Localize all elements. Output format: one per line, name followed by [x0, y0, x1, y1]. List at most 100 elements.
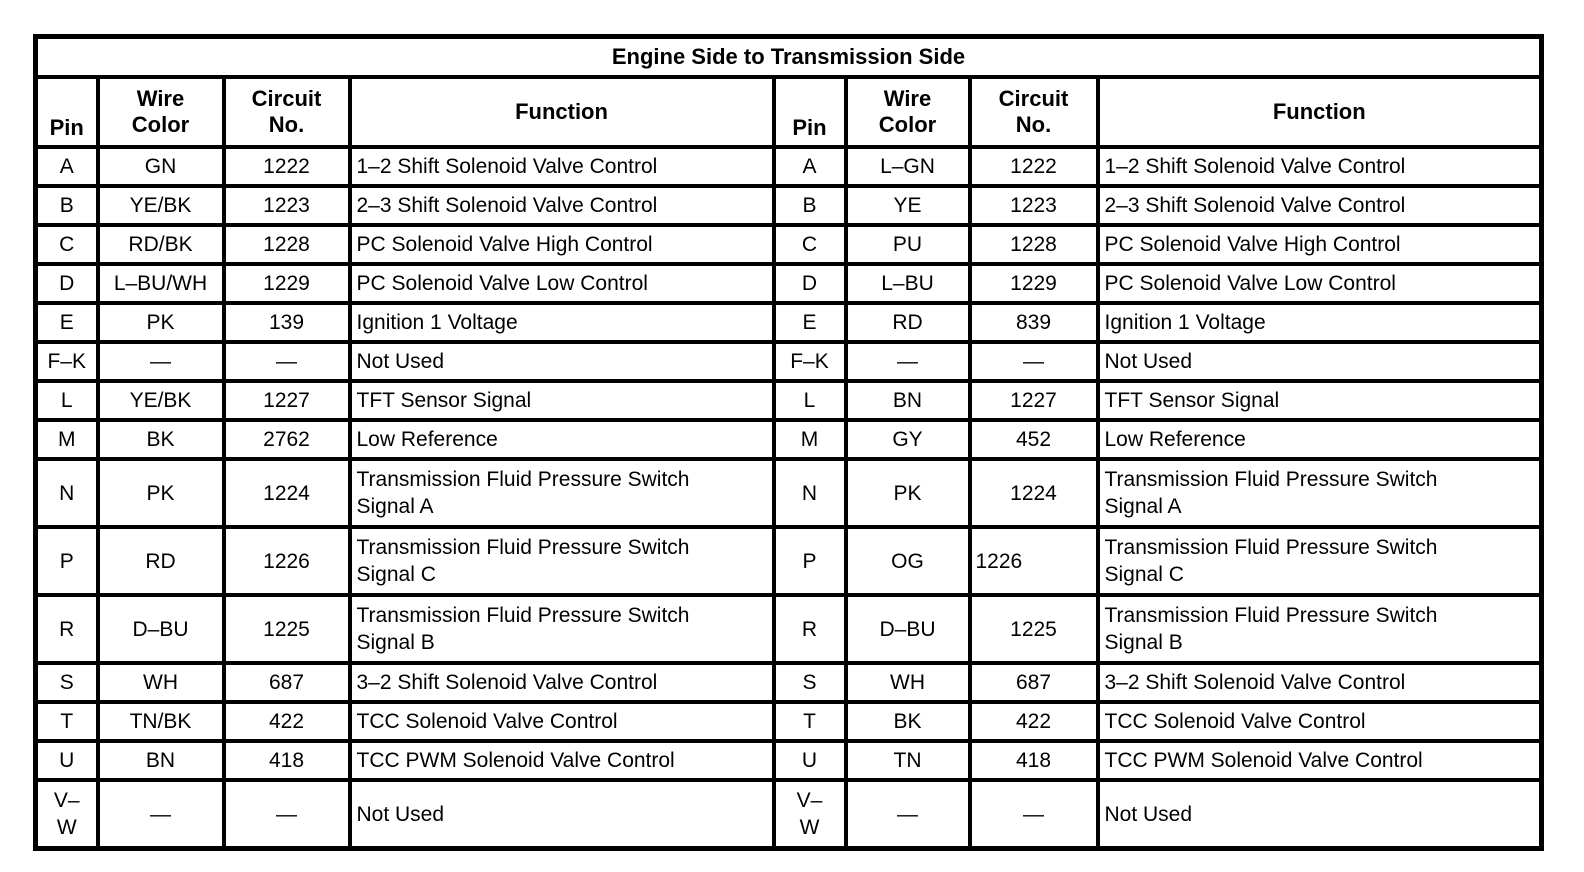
pin-cell: T: [33, 700, 100, 743]
table-row: V– W — — Not Used V– W — — Not Used: [33, 778, 1544, 851]
function-cell: Ignition 1 Voltage: [347, 301, 776, 344]
circuit-no-cell: 1229: [221, 262, 352, 305]
pin-cell: L: [771, 379, 848, 422]
function-cell: Low Reference: [1095, 418, 1544, 461]
pin-cell: C: [771, 223, 848, 266]
circuit-no-cell: 2762: [221, 418, 352, 461]
function-cell: TCC Solenoid Valve Control: [1095, 700, 1544, 743]
function-cell: TCC PWM Solenoid Valve Control: [347, 739, 776, 782]
wire-color-cell: BK: [95, 418, 226, 461]
circuit-no-cell: 1227: [221, 379, 352, 422]
pin-cell: S: [33, 661, 100, 704]
function-cell: 3–2 Shift Solenoid Valve Control: [1095, 661, 1544, 704]
wire-color-cell: PK: [843, 457, 972, 529]
function-cell: PC Solenoid Valve Low Control: [347, 262, 776, 305]
function-cell: TFT Sensor Signal: [1095, 379, 1544, 422]
wire-color-cell: PK: [95, 457, 226, 529]
table-row: E PK 139 Ignition 1 Voltage E RD 839 Ignition 1…: [33, 301, 1544, 344]
circuit-no-cell: 139: [221, 301, 352, 344]
circuit-no-cell: —: [221, 778, 352, 851]
pin-cell: A: [771, 145, 848, 188]
table-row: F–K — — Not Used F–K — — Not Used: [33, 340, 1544, 383]
wire-color-cell: GN: [95, 145, 226, 188]
pin-cell: B: [33, 184, 100, 227]
function-cell: 1–2 Shift Solenoid Valve Control: [347, 145, 776, 188]
function-cell: TCC Solenoid Valve Control: [347, 700, 776, 743]
wire-color-cell: PU: [843, 223, 972, 266]
table-row: B YE/BK 1223 2–3 Shift Solenoid Valve Contr…: [33, 184, 1544, 227]
pin-cell: D: [771, 262, 848, 305]
pin-cell: N: [771, 457, 848, 529]
wire-color-cell: WH: [95, 661, 226, 704]
wire-color-cell: —: [95, 340, 226, 383]
circuit-no-cell: 418: [967, 739, 1100, 782]
wire-color-cell: YE/BK: [95, 379, 226, 422]
circuit-no-cell: 1225: [221, 593, 352, 665]
function-cell: Transmission Fluid Pressure Switch Signa…: [347, 593, 776, 665]
wire-color-cell: PK: [95, 301, 226, 344]
col-header-circuit-left: Circuit No.: [221, 75, 352, 149]
pin-cell: L: [33, 379, 100, 422]
col-header-function-right: Function: [1095, 75, 1544, 149]
wire-color-cell: RD/BK: [95, 223, 226, 266]
table-row: A GN 1222 1–2 Shift Solenoid Valve Control A…: [33, 145, 1544, 188]
wire-color-cell: L–BU/WH: [95, 262, 226, 305]
circuit-no-cell: —: [967, 778, 1100, 851]
pin-cell: E: [771, 301, 848, 344]
function-cell: Not Used: [347, 340, 776, 383]
wire-color-cell: BK: [843, 700, 972, 743]
circuit-no-cell: 1223: [967, 184, 1100, 227]
pin-cell: V– W: [771, 778, 848, 851]
pin-cell: S: [771, 661, 848, 704]
circuit-no-cell: 418: [221, 739, 352, 782]
circuit-no-cell: 1222: [221, 145, 352, 188]
pin-cell: B: [771, 184, 848, 227]
wire-color-cell: D–BU: [843, 593, 972, 665]
pin-cell: A: [33, 145, 100, 188]
wire-color-cell: L–GN: [843, 145, 972, 188]
table-row: U BN 418 TCC PWM Solenoid Valve Control U TN 4…: [33, 739, 1544, 782]
pin-cell: T: [771, 700, 848, 743]
function-cell: Transmission Fluid Pressure Switch Signa…: [347, 457, 776, 529]
wire-color-cell: YE: [843, 184, 972, 227]
col-header-wire-right: Wire Color: [843, 75, 972, 149]
wire-color-cell: TN/BK: [95, 700, 226, 743]
pin-cell: U: [33, 739, 100, 782]
circuit-no-cell: 687: [967, 661, 1100, 704]
circuit-no-cell: 1226: [221, 525, 352, 597]
wire-color-cell: OG: [843, 525, 972, 597]
circuit-no-cell: 1225: [967, 593, 1100, 665]
function-cell: 1–2 Shift Solenoid Valve Control: [1095, 145, 1544, 188]
wire-color-cell: —: [843, 778, 972, 851]
function-cell: 2–3 Shift Solenoid Valve Control: [347, 184, 776, 227]
wire-color-cell: L–BU: [843, 262, 972, 305]
circuit-no-cell: 1229: [967, 262, 1100, 305]
pin-cell: R: [33, 593, 100, 665]
function-cell: Transmission Fluid Pressure Switch Signa…: [1095, 593, 1544, 665]
function-cell: TFT Sensor Signal: [347, 379, 776, 422]
table-row: C RD/BK 1228 PC Solenoid Valve High Control…: [33, 223, 1544, 266]
circuit-no-cell: 1228: [221, 223, 352, 266]
pin-cell: R: [771, 593, 848, 665]
function-cell: TCC PWM Solenoid Valve Control: [1095, 739, 1544, 782]
circuit-no-cell: 1228: [967, 223, 1100, 266]
table-row: T TN/BK 422 TCC Solenoid Valve Control T BK 42…: [33, 700, 1544, 743]
pin-cell: V– W: [33, 778, 100, 851]
function-cell: PC Solenoid Valve High Control: [347, 223, 776, 266]
wire-color-cell: RD: [843, 301, 972, 344]
circuit-no-cell: 839: [967, 301, 1100, 344]
circuit-no-cell: 1224: [221, 457, 352, 529]
pin-cell: P: [771, 525, 848, 597]
wire-color-cell: —: [95, 778, 226, 851]
title-row: Engine Side to Transmission Side: [33, 34, 1544, 79]
function-cell: 2–3 Shift Solenoid Valve Control: [1095, 184, 1544, 227]
circuit-no-cell: 1224: [967, 457, 1100, 529]
table-body: A GN 1222 1–2 Shift Solenoid Valve Control A…: [33, 145, 1544, 851]
pin-cell: M: [771, 418, 848, 461]
function-cell: PC Solenoid Valve High Control: [1095, 223, 1544, 266]
pin-cell: M: [33, 418, 100, 461]
table-row: D L–BU/WH 1229 PC Solenoid Valve Low Contro…: [33, 262, 1544, 305]
wire-color-cell: BN: [95, 739, 226, 782]
table-title: Engine Side to Transmission Side: [33, 34, 1544, 79]
